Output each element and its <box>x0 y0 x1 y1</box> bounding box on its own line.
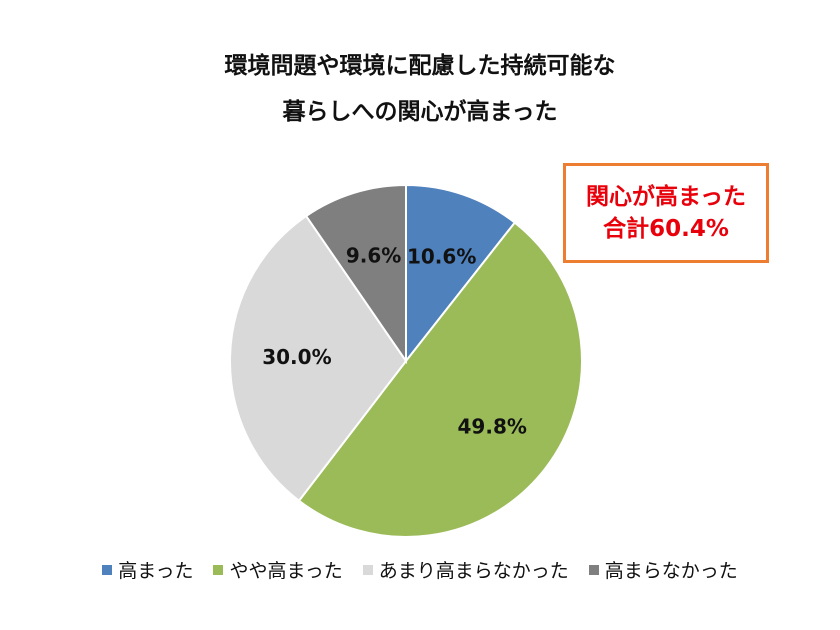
legend-item-2: やや高まった <box>213 556 343 583</box>
slice-label-2: 49.8% <box>458 414 527 438</box>
pie-slice-3 <box>229 214 408 503</box>
callout-line-2: 合計60.4% <box>603 216 729 242</box>
legend-item-4: 高まらなかった <box>588 556 738 583</box>
pie-slice-2 <box>297 221 583 538</box>
legend-swatch-3 <box>362 564 373 575</box>
legend-swatch-1 <box>102 564 113 575</box>
total-callout-box: 関心が高まった 合計60.4% <box>563 163 769 263</box>
legend-item-3: あまり高まらなかった <box>362 556 569 583</box>
legend-label-1: 高まった <box>118 560 194 582</box>
chart-legend: 高まった やや高まった あまり高まらなかった 高まらなかった <box>0 556 840 583</box>
legend-label-3: あまり高まらなかった <box>378 560 569 582</box>
legend-label-4: 高まらなかった <box>604 560 738 582</box>
legend-swatch-4 <box>588 564 599 575</box>
pie-slice-1 <box>405 183 517 364</box>
slice-label-1: 10.6% <box>407 244 476 268</box>
slice-label-4: 9.6% <box>346 243 401 267</box>
legend-item-1: 高まった <box>102 556 193 583</box>
chart-title-line-1: 環境問題や環境に配慮した持続可能な <box>224 53 616 79</box>
pie-slice-4 <box>304 183 407 365</box>
callout-line-1: 関心が高まった <box>585 184 747 210</box>
slice-label-3: 30.0% <box>262 345 331 369</box>
chart-title-line-2: 暮らしへの関心が高まった <box>282 99 558 125</box>
legend-swatch-2 <box>213 564 224 575</box>
legend-label-2: やや高まった <box>229 560 343 582</box>
